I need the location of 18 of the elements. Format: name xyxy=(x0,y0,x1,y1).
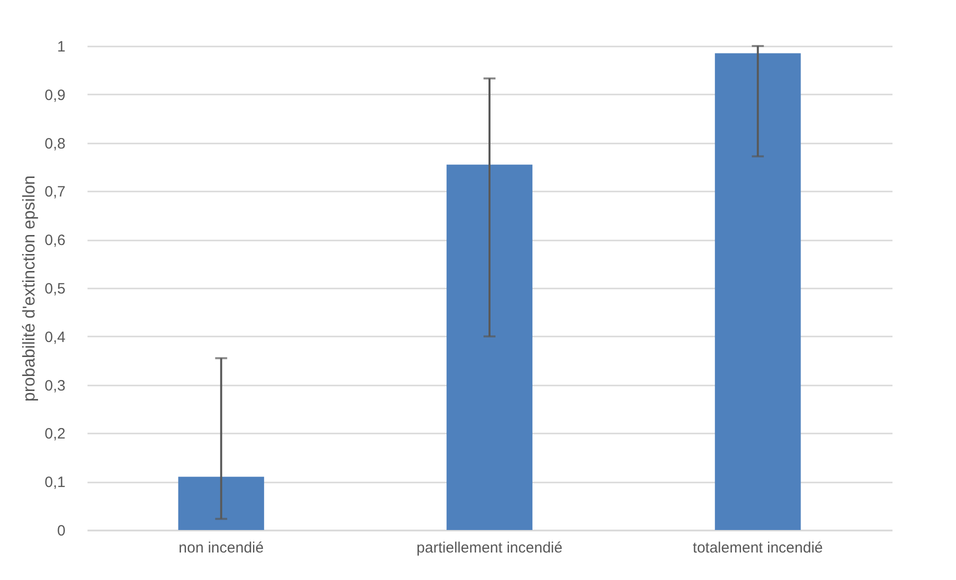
y-tick-label: 0,1 xyxy=(44,474,66,492)
y-tick-label: 1 xyxy=(57,38,66,56)
y-tick-label: 0,5 xyxy=(44,280,66,298)
y-tick-label: 0,2 xyxy=(44,426,66,443)
y-tick-label: 0,6 xyxy=(44,232,66,250)
y-tick-label: 0,9 xyxy=(44,86,66,104)
bar xyxy=(178,476,264,530)
bar xyxy=(714,53,801,530)
x-tick-label: totalement incendié xyxy=(692,540,823,556)
y-axis-title: probabilité d'extinction epsilon xyxy=(20,175,39,402)
x-tick-label: partiellement incendié xyxy=(416,540,562,556)
x-tick-label: non incendié xyxy=(178,540,264,556)
bar xyxy=(446,164,532,530)
y-tick-label: 0,8 xyxy=(44,135,66,152)
y-tick-label: 0,7 xyxy=(44,184,66,201)
y-tick-label: 0 xyxy=(57,522,66,540)
y-tick-label: 0,3 xyxy=(44,377,66,394)
y-tick-label: 0,4 xyxy=(44,328,66,346)
